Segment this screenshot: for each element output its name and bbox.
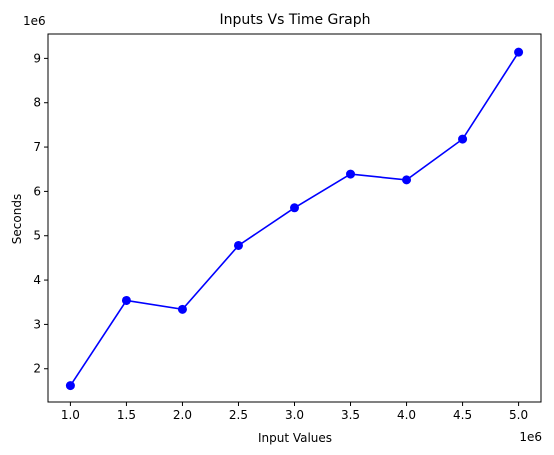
- data-point: [514, 48, 523, 57]
- y-tick-label: 6: [33, 184, 41, 198]
- y-axis-label: Seconds: [10, 194, 24, 244]
- y-tick-label: 7: [33, 140, 41, 154]
- y-tick-label: 5: [33, 229, 41, 243]
- x-tick-label: 5.0: [509, 408, 528, 422]
- y-tick-label: 3: [33, 317, 41, 331]
- x-axis-label: Input Values: [258, 431, 332, 445]
- x-tick-label: 4.5: [453, 408, 472, 422]
- series-line: [70, 52, 518, 385]
- chart-title: Inputs Vs Time Graph: [220, 12, 371, 28]
- x-tick-label: 1.5: [117, 408, 136, 422]
- x-tick-label: 1.0: [61, 408, 80, 422]
- y-tick-label: 9: [33, 51, 41, 65]
- y-offset-label: 1e6: [23, 14, 46, 28]
- data-point: [402, 175, 411, 184]
- plot-frame: [48, 34, 541, 402]
- x-tick-label: 4.0: [397, 408, 416, 422]
- x-tick-label: 3.0: [285, 408, 304, 422]
- x-offset-label: 1e6: [519, 430, 542, 444]
- x-tick-label: 3.5: [341, 408, 360, 422]
- x-tick-label: 2.5: [229, 408, 248, 422]
- plot-area: [66, 48, 523, 390]
- data-point: [290, 203, 299, 212]
- y-tick-label: 8: [33, 96, 41, 110]
- axes: 1.0 1.5 2.0 2.5 3.0 3.5 4.0 4.5 5.0 2 3 4 5 6 7 8 9: [33, 34, 541, 422]
- y-tick-label: 2: [33, 362, 41, 376]
- y-tick-label: 4: [33, 273, 41, 287]
- data-point: [178, 305, 187, 314]
- data-point: [122, 296, 131, 305]
- data-point: [458, 135, 467, 144]
- data-point: [234, 241, 243, 250]
- data-point: [66, 381, 75, 390]
- x-tick-label: 2.0: [173, 408, 192, 422]
- data-point: [346, 170, 355, 179]
